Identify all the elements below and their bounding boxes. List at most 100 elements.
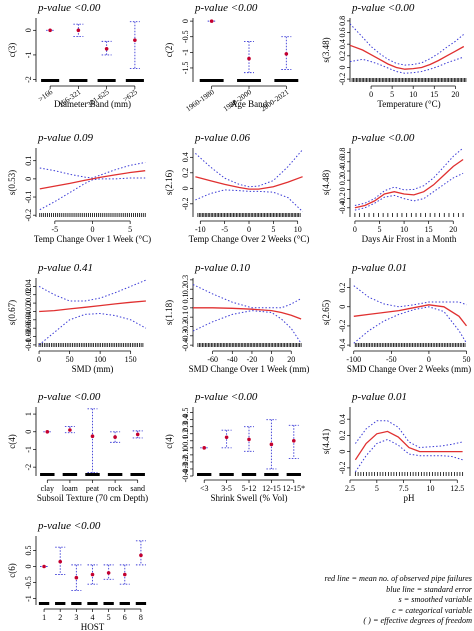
estimate-point xyxy=(58,559,63,564)
y-axis-label: s(4.48) xyxy=(321,170,331,195)
estimate-point xyxy=(74,575,79,580)
x-tick-label: 0 xyxy=(353,225,357,234)
panel-pvalue: p-value 0.09 xyxy=(37,132,93,144)
y-tick-label: 0.8 xyxy=(338,16,347,26)
y-tick-label: 0.4 xyxy=(338,39,347,49)
x-tick-label: 6 xyxy=(123,613,127,622)
upper-se-line xyxy=(354,147,464,206)
y-tick-label: -1 xyxy=(181,49,190,56)
y-axis-label: s(3.48) xyxy=(321,37,331,62)
x-tick-label: -20 xyxy=(247,355,258,364)
panel-13: p-value <0.00 -1 -0.5 0 0.5 c(6) 1 2 3 4 5 6 8 HOST xyxy=(7,520,147,631)
estimate-point xyxy=(269,442,274,447)
fit-line xyxy=(39,300,146,313)
y-tick-label: 0.2 xyxy=(338,283,347,293)
y-tick-label: -0.1 xyxy=(24,191,33,204)
x-tick-label: 12-15 xyxy=(262,484,281,493)
panel-5: p-value 0.06 -0.2 0 0.2 0.4 s(2.16) -10 -5 0 5 10T… xyxy=(164,132,309,244)
y-tick-label: 0 xyxy=(24,301,33,305)
x-tick-label: 10 xyxy=(409,90,417,99)
x-tick-label: 15 xyxy=(425,225,433,234)
legend-line-se: blue line = standard error xyxy=(386,584,472,594)
panel-11: p-value <0.00-0.4-0.3-0.2-0.100.10.20.30… xyxy=(164,391,305,503)
y-tick-label: -0.3 xyxy=(181,329,190,342)
y-tick-label: 0.2 xyxy=(181,168,190,178)
estimate-point xyxy=(122,572,127,577)
y-tick-label: 0 xyxy=(24,430,33,434)
panel-pvalue: p-value <0.00 xyxy=(194,2,258,14)
estimate-point xyxy=(135,432,140,437)
x-axis-label: Age Band xyxy=(231,99,268,109)
legend-line-smooth: s = smoothed variable xyxy=(398,595,472,605)
y-axis-label: s(0.67) xyxy=(7,300,17,325)
x-tick-label: 4 xyxy=(91,613,95,622)
upper-se-line xyxy=(192,284,302,309)
y-tick-label: 0 xyxy=(338,305,347,309)
panel-10: p-value <0.00 -2 -1 0 1 c(4) clay loam peat rock s… xyxy=(7,391,148,503)
y-tick-label: 0 xyxy=(181,446,190,450)
x-tick-label: 3 xyxy=(74,613,78,622)
panel-pvalue: p-value 0.01 xyxy=(351,262,407,274)
upper-se-line xyxy=(38,279,147,302)
estimate-point xyxy=(68,428,72,432)
rug-marks xyxy=(197,213,301,217)
fit-line xyxy=(193,307,302,320)
x-tick-label: 0 xyxy=(91,225,95,234)
lower-se-line xyxy=(354,172,464,211)
upper-se-line xyxy=(39,162,146,179)
x-tick-label: 100 xyxy=(94,355,106,364)
lower-se-line xyxy=(195,189,303,212)
panel-3: p-value <0.00 -0.2 0 0.2 0.40.6 0.8 s(3.48) 0 5 1… xyxy=(321,2,467,109)
estimate-point xyxy=(90,434,95,438)
x-tick-label: 5 xyxy=(128,225,132,234)
panel-12: p-value 0.01 -0.2 0 0.2 0.4 s(4.41) 2.5 5 7.5 10 1… xyxy=(321,391,464,503)
x-tick-label: 50 xyxy=(462,355,470,364)
panel-pvalue: p-value <0.00 xyxy=(351,2,415,14)
y-tick-label: 1 xyxy=(24,412,33,416)
panel-pvalue: p-value 0.06 xyxy=(194,132,250,144)
y-tick-label: 0.5 xyxy=(181,408,190,418)
estimate-point xyxy=(247,437,251,442)
y-tick-label: -0.2 xyxy=(338,320,347,333)
x-tick-label: 0 xyxy=(270,355,274,364)
y-tick-label: 0.2 xyxy=(338,51,347,61)
y-tick-label: -0.06 xyxy=(24,320,33,337)
x-tick-label: sand xyxy=(130,484,145,493)
x-tick-label: -50 xyxy=(386,355,397,364)
x-tick-label: 10 xyxy=(400,225,408,234)
x-tick-label: 12-15* xyxy=(282,484,305,493)
x-tick-label: -10 xyxy=(195,225,206,234)
panel-8: p-value 0.10-0.4-0.3-0.2-0.100.10.20.3s(… xyxy=(164,262,309,374)
panel-pvalue: p-value <0.00 xyxy=(37,2,101,14)
y-tick-label: -2 xyxy=(24,464,33,471)
y-axis-label: c(4) xyxy=(7,434,17,449)
x-tick-label: 12.5 xyxy=(450,484,464,493)
panel-6: p-value <0.00-0.4-0.200.20.40.60.8s(4.48… xyxy=(321,132,464,244)
fit-line xyxy=(354,430,463,461)
y-tick-label: 0.04 xyxy=(24,279,33,293)
y-tick-label: 0.02 xyxy=(24,288,33,302)
y-axis-label: c(2) xyxy=(164,43,174,58)
x-tick-label: 0 xyxy=(247,225,251,234)
estimate-point xyxy=(247,56,251,61)
estimate-point xyxy=(224,435,229,440)
legend-line-edf: ( ) = effective degrees of freedom xyxy=(363,616,472,626)
x-tick-label: 10 xyxy=(426,484,434,493)
y-tick-label: 0.2 xyxy=(338,430,347,440)
panel-pvalue: p-value <0.00 xyxy=(37,520,101,532)
x-axis-label: Subsoil Texture (70 cm Depth) xyxy=(37,493,148,503)
lower-se-line xyxy=(354,438,463,473)
y-tick-label: -0.4 xyxy=(181,470,190,483)
x-axis-label: Temperature (°C) xyxy=(377,99,440,109)
x-tick-label: 15 xyxy=(430,90,438,99)
estimate-point xyxy=(113,435,117,439)
y-tick-label: 0.2 xyxy=(338,175,347,185)
x-tick-label: 20 xyxy=(451,90,459,99)
x-axis-label: Temp Change Over 1 Week (°C) xyxy=(34,234,151,244)
panel-7: p-value 0.41-0.1-0.08-0.06-0.04-0.0200.0… xyxy=(7,262,147,374)
lower-se-line xyxy=(192,310,302,344)
x-tick-label: 5 xyxy=(107,613,111,622)
x-tick-label: -100 xyxy=(346,355,361,364)
y-tick-label: -1 xyxy=(24,595,33,602)
x-axis-label: Diameter Band (mm) xyxy=(54,99,131,109)
